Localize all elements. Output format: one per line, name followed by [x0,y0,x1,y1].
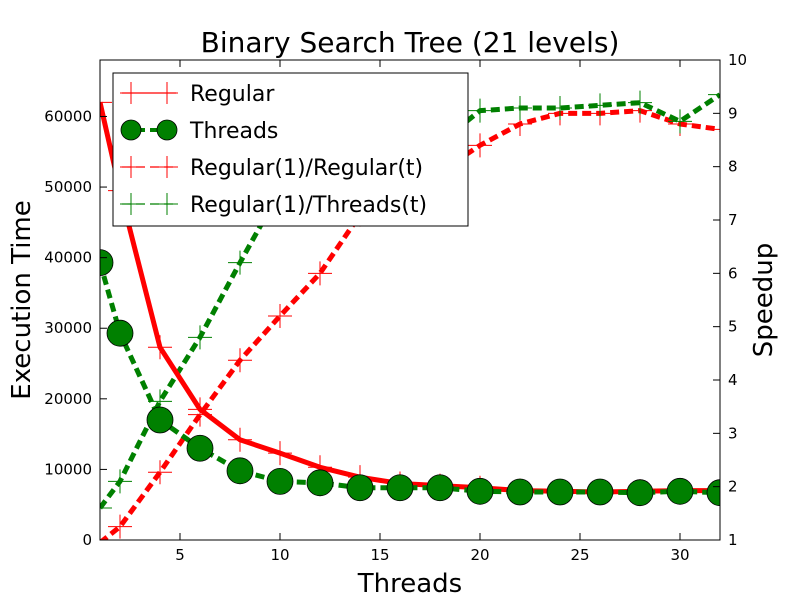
plot-frame [99,59,721,541]
data-point-regular [228,427,252,452]
data-point-threads [586,478,614,506]
x-tick-label: 15 [370,546,389,564]
y2-tick-label: 7 [728,211,738,229]
y-tick-label: 60000 [44,107,92,125]
data-point-threads [506,478,534,506]
series-line-regular-1-regular-t [100,108,720,540]
data-point-regular-1-regular-t [308,261,332,286]
x-axis-title: Threads [357,569,462,599]
y-tick-label: 50000 [44,178,92,196]
series-line-regular-1-threads-t [100,92,720,510]
axis-ticks: 5 10 15 20 25 3001000020000300004000050000600… [44,51,747,564]
y2-tick-label: 5 [728,318,738,336]
data-point-regular-1-threads-t [188,325,212,350]
y2-tick-label: 4 [728,371,738,389]
legend-box [112,72,469,227]
data-point-regular-1-threads-t [508,96,532,120]
y2-tick-label: 10 [728,51,747,69]
data-point-threads [626,479,654,507]
data-point-threads [466,477,494,505]
data-point-regular-1-threads-t [548,96,572,120]
data-point-threads [106,319,134,347]
x-tick-label: 10 [270,546,289,564]
legend-label: Regular [190,82,275,107]
data-point-regular-1-regular-t [268,304,292,328]
legend-item-regular-1-regular-t: Regular(1)/Regular(t) [120,156,423,181]
legend-label: Regular(1)/Threads(t) [190,193,427,218]
y-tick-label: 0 [82,531,92,549]
data-point-regular-1-threads-t [628,90,652,115]
y2-tick-label: 2 [728,478,738,496]
data-point-regular-1-threads-t [708,82,720,107]
data-point-threads [226,457,254,485]
data-point-regular [268,441,292,466]
data-point-threads [306,469,334,497]
data-point-threads [146,406,174,434]
data-point-regular-1-regular-t [108,514,132,539]
y-tick-label: 10000 [44,460,92,478]
x-tick-label: 20 [470,546,489,564]
data-point-threads [266,468,294,495]
y2-tick-label: 3 [728,424,738,442]
data-point-regular-1-threads-t [588,93,612,118]
y2-tick-label: 1 [728,531,738,549]
y-tick-label: 20000 [44,390,92,408]
x-tick-label: 5 [175,546,185,564]
data-point-threads [186,434,214,462]
legend-label: Regular(1)/Regular(t) [190,156,423,181]
x-tick-label: 25 [570,546,589,564]
legend-item-regular-1-threads-t: Regular(1)/Threads(t) [120,193,427,218]
y2-tick-label: 6 [728,264,738,282]
y2-tick-label: 8 [728,158,738,176]
y2-tick-label: 9 [728,104,738,122]
data-point-regular [188,397,212,422]
y2-axis-title: Speedup [749,243,779,358]
legend-item-threads: Threads [120,119,278,144]
y-axis-title: Execution Time [7,200,37,399]
data-point-regular [100,90,112,115]
data-point-regular-1-regular-t [468,133,492,158]
data-point-threads [346,474,374,502]
data-point-threads [546,478,574,506]
data-point-regular-1-regular-t [148,460,172,485]
data-point-regular-1-threads-t [468,98,492,123]
data-point-threads [100,249,114,276]
data-point-threads [666,477,694,505]
data-point-regular-1-threads-t [108,469,132,494]
legend-label: Threads [189,119,278,144]
data-point-regular [148,335,172,360]
legend: Regular Threads Regular(1)/Regular(t) Regul… [112,72,469,227]
data-point-threads [386,474,414,502]
data-point-regular-1-regular-t [708,117,720,142]
data-point-threads [426,474,454,502]
data-point-regular-1-regular-t [228,348,252,373]
data-point-regular-1-threads-t [100,496,112,520]
legend-item-regular: Regular [120,82,275,107]
y-tick-label: 30000 [44,319,92,337]
x-tick-label: 30 [670,546,689,564]
y-tick-label: 40000 [44,249,92,267]
chart-title: Binary Search Tree (21 levels) [201,26,620,59]
plot-series [100,82,720,540]
data-point-regular-1-threads-t [668,109,692,134]
data-point-regular-1-threads-t [228,250,252,275]
